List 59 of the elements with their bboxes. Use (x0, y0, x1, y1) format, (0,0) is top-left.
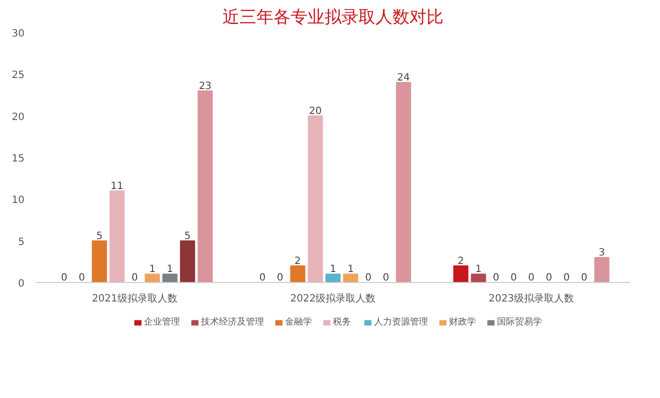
data-label: 23 (198, 80, 212, 92)
y-tick-label: 5 (18, 236, 25, 248)
data-label: 0 (276, 272, 284, 284)
bar (162, 274, 178, 282)
bar (343, 274, 358, 282)
legend-label: 企业管理 (144, 316, 180, 328)
data-label: 0 (581, 272, 588, 284)
data-label: 1 (347, 264, 354, 276)
bar (180, 240, 196, 282)
bar (144, 274, 160, 282)
data-label: 1 (149, 264, 156, 276)
bar (308, 115, 323, 282)
bar (396, 82, 412, 282)
x-tick-label: 2021级拟录取人数 (92, 292, 178, 304)
bar (92, 240, 107, 282)
legend-label: 人力资源管理 (374, 316, 428, 328)
bar (470, 274, 486, 282)
data-label: 0 (259, 272, 266, 284)
y-tick-label: 25 (12, 70, 25, 82)
data-label: 24 (397, 72, 410, 84)
legend-label: 金融学 (285, 316, 312, 328)
data-label: 0 (365, 272, 372, 284)
bar (198, 90, 213, 282)
data-label: 5 (184, 230, 191, 242)
data-label: 5 (96, 230, 103, 242)
data-label: 0 (510, 272, 517, 284)
bar (325, 274, 341, 282)
data-label: 20 (309, 106, 322, 117)
y-tick-label: 15 (12, 154, 25, 164)
data-label: 2 (294, 256, 301, 267)
data-label: 3 (598, 248, 606, 258)
data-label: 1 (475, 264, 482, 276)
y-tick-label: 0 (18, 278, 25, 290)
legend-label: 税务 (333, 316, 352, 328)
data-label: 0 (492, 272, 500, 284)
bar (453, 265, 468, 282)
data-label: 11 (110, 180, 124, 192)
legend-label: 国际贸易学 (497, 316, 542, 328)
data-label: 0 (78, 272, 85, 284)
data-label: 0 (382, 272, 390, 284)
bar (290, 265, 306, 282)
data-label: 0 (563, 272, 570, 284)
bar (594, 257, 610, 282)
data-label: 0 (60, 272, 68, 284)
x-tick-label: 2023级拟录取人数 (488, 292, 574, 304)
data-label: 0 (546, 272, 552, 284)
y-tick-label: 20 (12, 112, 25, 123)
y-tick-label: 10 (12, 195, 25, 206)
legend-label: 财政学 (449, 316, 476, 328)
legend-label: 技术经济及管理 (201, 316, 264, 328)
data-label: 0 (131, 272, 138, 284)
bar (109, 190, 125, 282)
x-tick-label: 2022级拟录取人数 (290, 292, 376, 304)
data-label: 1 (166, 264, 174, 276)
data-label: 0 (528, 272, 535, 284)
chart-title: 近三年各专业拟录取人数对比 (222, 8, 444, 28)
data-label: 2 (458, 256, 464, 267)
y-tick-label: 30 (12, 28, 25, 40)
data-label: 1 (330, 264, 336, 276)
